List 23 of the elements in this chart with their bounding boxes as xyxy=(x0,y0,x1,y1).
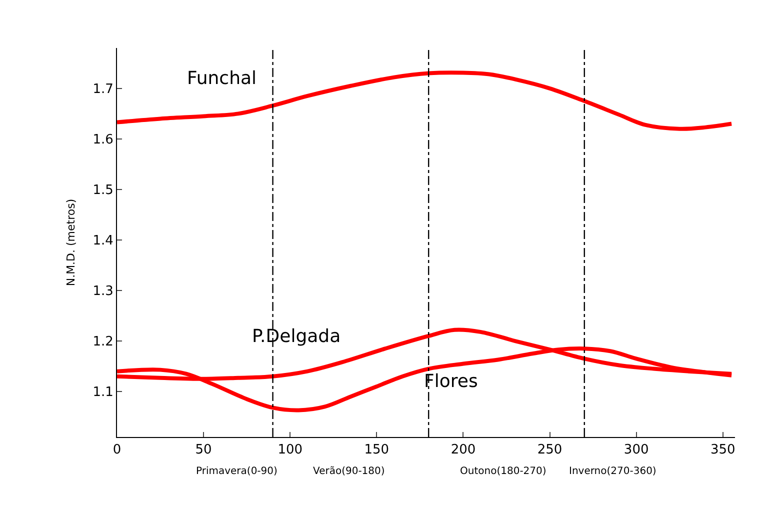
text: Outono(180-270) xyxy=(460,466,546,477)
x-tick-label: 50 xyxy=(195,442,212,458)
x-tick-label: 300 xyxy=(624,442,649,458)
x-tick-label: 200 xyxy=(450,442,476,458)
text: Primavera(0-90) xyxy=(196,466,278,477)
series-label: Funchal xyxy=(187,68,257,89)
y-tick-label: 1.5 xyxy=(92,183,114,198)
x-tick-label: 150 xyxy=(364,442,390,458)
series-label: P.Delgada xyxy=(252,326,341,347)
x-tick-label: 100 xyxy=(278,442,303,458)
y-tick-label: 1.7 xyxy=(92,82,114,97)
x-tick-label: 0 xyxy=(112,442,122,458)
y-axis-title: N.M.D. (metros) xyxy=(64,198,78,286)
y-tick-label: 1.6 xyxy=(92,132,114,148)
y-tick-label: 1.4 xyxy=(92,234,114,249)
y-tick-label: 1.2 xyxy=(92,334,114,350)
text: Inverno(270-360) xyxy=(569,466,656,477)
x-tick-label: 350 xyxy=(710,442,736,458)
y-tick-label: 1.3 xyxy=(92,284,114,300)
text: Verão(90-180) xyxy=(313,466,385,477)
series-label: Flores xyxy=(424,371,478,392)
x-tick-label: 250 xyxy=(537,442,562,458)
y-tick-label: 1.1 xyxy=(92,385,114,400)
